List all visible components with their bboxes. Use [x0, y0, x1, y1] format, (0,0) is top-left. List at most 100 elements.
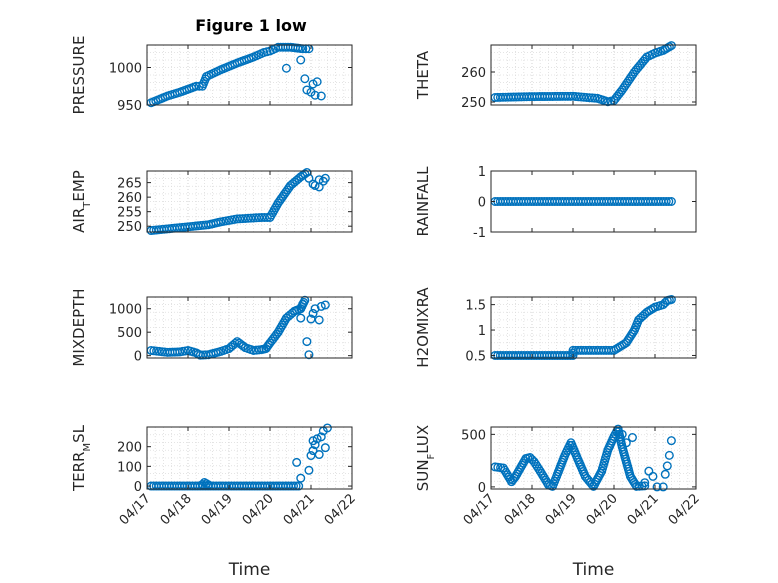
y-tick-label: 100: [117, 460, 142, 475]
axes-box: [146, 44, 353, 106]
data-point: [652, 482, 662, 492]
axes-box: [146, 426, 353, 490]
y-tick-label: -1: [473, 226, 486, 241]
data-point: [320, 443, 330, 453]
y-tick-label: 950: [117, 99, 142, 114]
grid: [147, 427, 352, 489]
y-tick-label: 1.5: [465, 299, 486, 314]
data-point: [310, 440, 320, 450]
data-point: [322, 423, 332, 433]
data-point: [296, 313, 306, 323]
data-point: [300, 74, 310, 84]
y-tick-label: 0: [478, 196, 486, 211]
data-point: [302, 337, 312, 347]
data-point: [308, 308, 318, 318]
grid: [147, 171, 352, 232]
data-point: [296, 473, 306, 483]
data-point: [298, 299, 308, 309]
y-tick-label: 0.5: [465, 349, 486, 364]
data-point: [306, 451, 316, 461]
subplot-5: 0 500 1000 MIXDEPTH: [70, 288, 353, 367]
subplot-1: 950 1000 PRESSURE: [70, 36, 353, 115]
y-tick-label: 260: [117, 191, 142, 206]
x-axis-label: Time: [228, 560, 271, 580]
data-point: [312, 77, 322, 87]
data-point: [664, 196, 674, 206]
data-point: [291, 481, 301, 491]
y-axis-label: RAINFALL: [414, 166, 432, 237]
y-tick-label: 500: [117, 326, 142, 341]
y-axis-label: AIRTEMP: [70, 170, 93, 233]
y-tick-label: 265: [117, 177, 142, 192]
axes-box: [490, 296, 697, 359]
y-tick-label: 1: [478, 324, 486, 339]
figure-title: Figure 1 low: [195, 16, 307, 35]
series-markers: [490, 424, 676, 492]
data-point: [666, 41, 676, 51]
data-point: [292, 457, 302, 467]
y-tick-label: 250: [461, 96, 486, 111]
subplot-4: -1 0 1 RAINFALL: [414, 165, 697, 241]
y-tick-label: 260: [461, 66, 486, 81]
data-point: [308, 446, 318, 456]
y-axis-label: MIXDEPTH: [70, 288, 88, 366]
y-tick-label: 200: [117, 441, 142, 456]
y-axis-label: H2OMIXRA: [414, 287, 432, 368]
data-point: [310, 181, 320, 191]
data-point: [320, 173, 330, 183]
data-point: [304, 350, 314, 360]
data-point: [660, 469, 670, 479]
y-axis-label: PRESSURE: [70, 36, 88, 115]
y-tick-label: 500: [461, 428, 486, 443]
data-point: [621, 438, 631, 448]
data-point: [310, 90, 320, 100]
axes-box: [146, 170, 353, 233]
data-point: [316, 432, 326, 442]
series-markers: [490, 196, 676, 206]
data-point: [238, 341, 248, 351]
data-point: [272, 329, 282, 339]
data-point: [563, 350, 573, 360]
subplot-2: 250 260 THETA: [414, 41, 697, 111]
data-point: [617, 429, 627, 439]
data-point: [628, 327, 638, 337]
series-markers: [146, 42, 326, 108]
data-point: [648, 471, 658, 481]
y-tick-label: 1000: [109, 303, 142, 318]
data-point: [316, 91, 326, 101]
y-axis-label: THETA: [414, 50, 432, 100]
data-point: [314, 315, 324, 325]
axes-box: [146, 296, 353, 359]
data-point: [281, 63, 291, 73]
data-point: [640, 478, 650, 488]
data-point: [640, 481, 650, 491]
y-tick-label: 1000: [109, 62, 142, 77]
axes-box: [490, 426, 697, 490]
y-axis-label: SUNFLUX: [414, 425, 437, 491]
series-markers: [146, 167, 330, 236]
data-point: [568, 350, 578, 360]
series-markers: [490, 41, 676, 107]
data-point: [666, 196, 676, 206]
data-point: [565, 350, 575, 360]
grid: [491, 297, 696, 358]
subplot-6: 0.5 1 1.5 H2OMIXRA: [414, 287, 697, 368]
data-point: [534, 464, 544, 474]
data-point: [658, 482, 668, 492]
data-point: [627, 433, 637, 443]
data-point: [666, 436, 676, 446]
y-tick-label: 0: [134, 350, 142, 365]
data-point: [648, 303, 658, 313]
grid: [147, 297, 352, 358]
y-tick-label: 1: [478, 165, 486, 180]
data-point: [662, 461, 672, 471]
data-point: [294, 481, 304, 491]
y-tick-label: 255: [117, 206, 142, 221]
x-axis-label: Time: [572, 560, 615, 580]
axes-box: [490, 44, 697, 106]
data-point: [304, 173, 314, 183]
data-point: [316, 301, 326, 311]
